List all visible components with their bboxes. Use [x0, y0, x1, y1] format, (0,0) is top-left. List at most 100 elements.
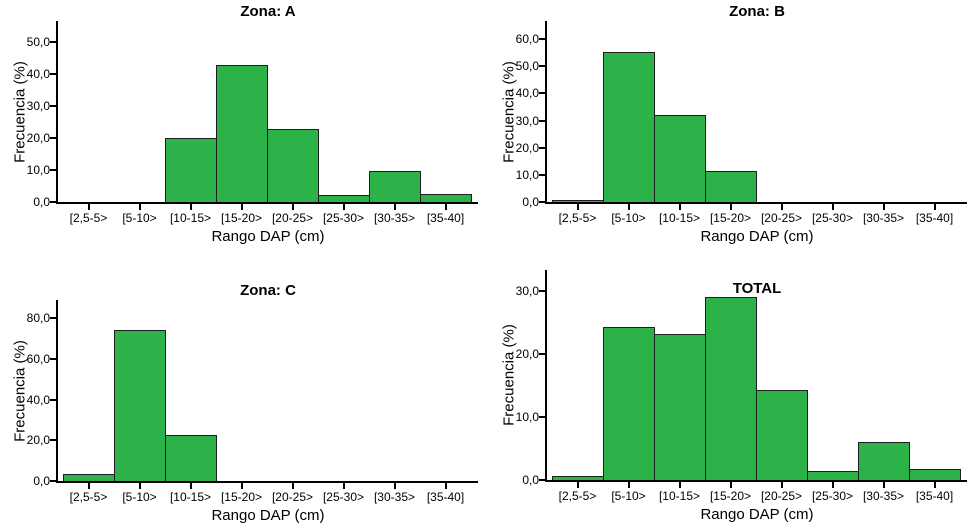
- x-tick-label: [35-40]: [915, 211, 954, 225]
- chart-title: Zona: C: [240, 282, 296, 299]
- x-tick-label: [35-40]: [915, 489, 954, 503]
- x-tick: [627, 482, 630, 488]
- plot-area: 0,0 10,0 20,0 30,0 [2,5-5> [5-10> [10-15> [15-2…: [489, 264, 978, 528]
- bar: [654, 334, 706, 481]
- y-tick: [50, 72, 56, 75]
- x-tick-label: [25-30>: [811, 211, 854, 225]
- x-tick: [780, 482, 783, 488]
- chart-title: Zona: A: [240, 3, 296, 20]
- x-tick-label: [35-40]: [426, 211, 465, 225]
- x-tick: [189, 204, 192, 210]
- chart-title: TOTAL: [732, 280, 782, 297]
- x-tick: [291, 204, 294, 210]
- x-tick-label: [30-35>: [373, 211, 416, 225]
- y-tick: [539, 289, 545, 292]
- y-tick-label: 30,0: [515, 113, 539, 128]
- y-tick-label: 0,0: [522, 473, 539, 487]
- y-tick-label: 80,0: [26, 311, 50, 326]
- x-axis-line: [545, 480, 967, 482]
- y-tick-label: 10,0: [26, 162, 50, 177]
- x-axis-line: [56, 202, 478, 204]
- x-tick: [729, 204, 732, 210]
- y-tick: [50, 104, 56, 107]
- x-tick: [342, 204, 345, 210]
- bar: [165, 137, 217, 203]
- x-tick: [831, 204, 834, 210]
- x-tick: [576, 204, 579, 210]
- chart-total: TOTAL Frecuencia (%) 0,0 10,0 20,0 30,0 [2,5…: [489, 264, 978, 528]
- x-tick-label: [10-15>: [658, 211, 701, 225]
- x-tick-label: [25-30>: [322, 211, 365, 225]
- y-tick: [50, 168, 56, 171]
- y-tick-label: 0,0: [33, 474, 50, 488]
- y-tick: [539, 173, 545, 176]
- bar: [165, 435, 217, 482]
- x-tick: [882, 482, 885, 488]
- x-tick: [87, 483, 90, 489]
- y-tick: [50, 136, 56, 139]
- x-tick-label: [20-25>: [271, 490, 314, 504]
- x-tick-label: [15-20>: [709, 489, 752, 503]
- x-tick: [780, 204, 783, 210]
- y-tick: [50, 480, 56, 482]
- y-axis-line: [545, 21, 547, 204]
- bar: [705, 170, 757, 203]
- y-axis-line: [545, 270, 547, 482]
- x-tick-label: [15-20>: [709, 211, 752, 225]
- bar: [756, 390, 808, 481]
- bar: [216, 65, 268, 203]
- x-tick: [138, 204, 141, 210]
- bar: [114, 330, 166, 482]
- x-tick-label: [10-15>: [658, 489, 701, 503]
- x-tick: [138, 483, 141, 489]
- bar: [654, 114, 706, 203]
- x-tick-label: [30-35>: [862, 211, 905, 225]
- x-tick-label: [5-10>: [611, 211, 646, 225]
- y-tick: [50, 201, 56, 203]
- bar: [858, 441, 910, 481]
- x-tick: [342, 483, 345, 489]
- y-tick-label: 40,0: [515, 86, 539, 101]
- y-tick-label: 30,0: [515, 283, 539, 298]
- y-tick: [50, 398, 56, 401]
- bar: [603, 327, 655, 481]
- x-tick: [678, 204, 681, 210]
- y-tick: [539, 479, 545, 481]
- bar: [705, 297, 757, 481]
- x-tick: [393, 483, 396, 489]
- x-tick-label: [5-10>: [122, 490, 157, 504]
- x-axis-line: [56, 481, 478, 483]
- x-axis-line: [545, 202, 967, 204]
- y-tick: [50, 357, 56, 360]
- x-tick-label: [25-30>: [322, 490, 365, 504]
- y-tick-label: 40,0: [26, 392, 50, 407]
- chart-title: Zona: B: [729, 3, 785, 20]
- chart-zona-a: Zona: A Frecuencia (%) 0,0 10,0 20,0 30,0 40…: [0, 0, 489, 264]
- y-axis-line: [56, 300, 58, 483]
- plot-area: 0,0 10,0 20,0 30,0 40,0 50,0 60,0 [2,5-5> [5-10>…: [489, 0, 978, 264]
- y-tick-label: 10,0: [515, 409, 539, 424]
- bar: [369, 171, 421, 203]
- y-tick: [539, 201, 545, 203]
- x-tick-label: [25-30>: [811, 489, 854, 503]
- y-tick-label: 20,0: [26, 130, 50, 145]
- bar: [267, 128, 319, 203]
- x-tick-label: [2,5-5>: [69, 490, 108, 504]
- plot-area: 0,0 10,0 20,0 30,0 40,0 50,0 [2,5-5> [5-10> [10-…: [0, 0, 489, 264]
- y-tick: [50, 317, 56, 320]
- x-axis-title: Rango DAP (cm): [211, 507, 325, 524]
- y-tick-label: 60,0: [515, 32, 539, 47]
- x-tick: [393, 204, 396, 210]
- chart-zona-b: Zona: B Frecuencia (%) 0,0 10,0 20,0 30,0 40…: [489, 0, 978, 264]
- y-tick-label: 0,0: [522, 195, 539, 209]
- bar: [603, 52, 655, 203]
- x-tick-label: [10-15>: [169, 490, 212, 504]
- x-tick: [627, 204, 630, 210]
- y-tick-label: 20,0: [515, 140, 539, 155]
- x-tick: [444, 204, 447, 210]
- y-tick: [539, 65, 545, 68]
- x-tick: [240, 204, 243, 210]
- x-tick-label: [20-25>: [271, 211, 314, 225]
- x-tick: [444, 483, 447, 489]
